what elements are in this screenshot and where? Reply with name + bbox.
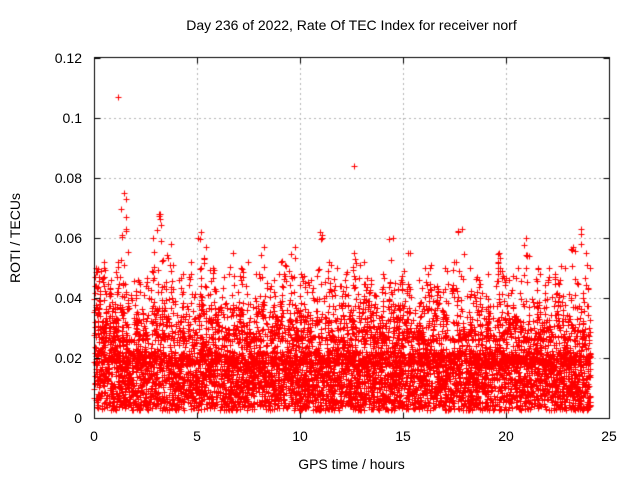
x-tick-label: 0 [90,428,98,444]
y-tick-label: 0 [74,410,82,426]
y-tick-label: 0.04 [54,290,82,306]
x-tick-label: 10 [292,428,308,444]
x-tick-label: 15 [395,428,411,444]
x-tick-label: 5 [193,428,201,444]
x-axis-label: GPS time / hours [298,456,405,472]
x-tick-label: 20 [498,428,514,444]
y-tick-label: 0.02 [54,350,82,366]
y-tick-label: 0.08 [54,170,82,186]
chart-title: Day 236 of 2022, Rate Of TEC Index for r… [186,17,517,33]
x-tick-label: 25 [601,428,617,444]
y-tick-label: 0.1 [62,110,82,126]
y-tick-label: 0.06 [54,230,82,246]
y-tick-label: 0.12 [54,50,82,66]
